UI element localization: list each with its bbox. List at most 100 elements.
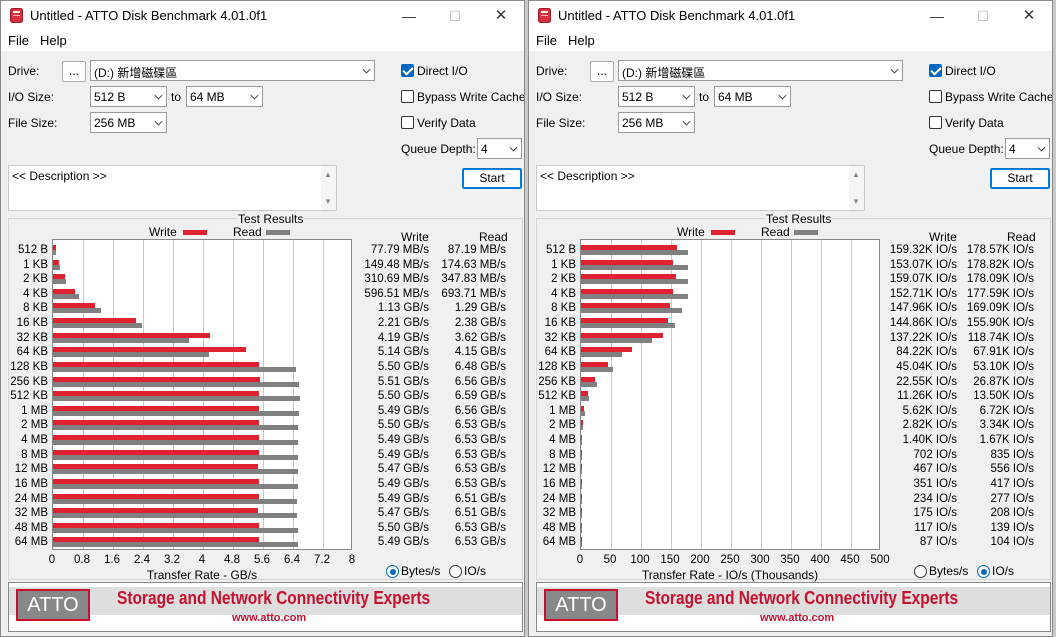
menu-file[interactable]: File [536, 33, 557, 48]
read-bar [581, 542, 582, 548]
bypass-write-cache-label: Bypass Write Cache [945, 90, 1053, 104]
menu-help[interactable]: Help [40, 33, 67, 48]
read-value: 693.71 MB/s [441, 287, 506, 300]
minimize-button[interactable]: — [402, 8, 416, 24]
browse-button[interactable]: ... [590, 61, 614, 82]
x-tick-label: 200 [690, 554, 710, 566]
write-bar [581, 361, 609, 367]
read-bar [581, 352, 622, 358]
transfer-size-label: 8 MB [549, 448, 576, 461]
verify-data-checkbox[interactable] [929, 116, 942, 129]
queue-depth-select[interactable]: 4 [477, 138, 522, 159]
scroll-up-icon: ▲ [852, 170, 860, 179]
start-button[interactable]: Start [462, 168, 522, 189]
chevron-down-icon [509, 143, 518, 152]
write-column-header: Write [929, 230, 957, 244]
direct-io-checkbox[interactable] [929, 64, 942, 77]
file-size-select[interactable]: 256 MB [618, 112, 695, 133]
description-field[interactable]: << Description >> ▲ ▼ [536, 165, 865, 211]
file-size-label: File Size: [536, 116, 586, 130]
direct-io-checkbox[interactable] [401, 64, 414, 77]
bypass-write-cache-checkbox[interactable] [929, 90, 942, 103]
menu-help[interactable]: Help [568, 33, 595, 48]
write-column-header: Write [401, 230, 429, 244]
description-field[interactable]: << Description >> ▲ ▼ [8, 165, 337, 211]
write-value: 159.07K IO/s [889, 273, 957, 286]
read-bar [53, 352, 209, 358]
browse-button[interactable]: ... [62, 61, 86, 82]
transfer-size-label: 1 MB [21, 404, 48, 417]
minimize-button[interactable]: — [930, 8, 944, 24]
menu-file[interactable]: File [8, 33, 29, 48]
io-size-to-select[interactable]: 64 MB [714, 86, 791, 107]
write-value: 153.07K IO/s [889, 258, 957, 271]
read-bar [53, 279, 67, 285]
read-value: 139 IO/s [990, 521, 1034, 534]
bytes-per-second-label: Bytes/s [401, 564, 441, 578]
description-text: << Description >> [12, 169, 107, 183]
write-value: 11.26K IO/s [897, 390, 957, 403]
write-bar [53, 376, 260, 382]
io-size-from-select[interactable]: 512 B [90, 86, 167, 107]
transfer-size-label: 12 MB [14, 463, 48, 476]
transfer-size-label: 512 B [545, 244, 576, 256]
atto-window-left: Untitled - ATTO Disk Benchmark 4.01.0f1 —… [0, 0, 525, 637]
transfer-size-label: 32 KB [544, 331, 576, 344]
read-bar [53, 469, 298, 475]
io-per-second-radio[interactable] [977, 565, 990, 578]
transfer-size-label: 12 MB [542, 463, 576, 476]
read-value: 3.34K IO/s [979, 419, 1034, 432]
transfer-size-label: 16 MB [542, 477, 576, 490]
x-tick-label: 150 [660, 554, 680, 566]
read-value: 6.53 GB/s [454, 463, 506, 476]
io-per-second-radio[interactable] [449, 565, 462, 578]
description-scrollbar[interactable]: ▲ ▼ [321, 166, 336, 210]
write-value: 45.04K IO/s [896, 360, 957, 373]
read-bar [53, 410, 299, 416]
bypass-write-cache-checkbox[interactable] [401, 90, 414, 103]
read-value: 556 IO/s [990, 463, 1034, 476]
write-value: 4.19 GB/s [377, 331, 429, 344]
x-tick-label: 100 [630, 554, 650, 566]
io-size-label: I/O Size: [536, 90, 583, 104]
read-bar [581, 527, 582, 533]
read-column-header: Read [1007, 230, 1036, 244]
write-value: 137.22K IO/s [889, 331, 957, 344]
x-tick-label: 300 [750, 554, 770, 566]
read-value: 155.90K IO/s [966, 317, 1034, 330]
write-bar [53, 259, 59, 265]
io-size-from-select[interactable]: 512 B [618, 86, 695, 107]
read-value: 3.62 GB/s [454, 331, 506, 344]
chevron-down-icon [250, 91, 259, 100]
atto-logo: ATTO [16, 589, 90, 621]
close-button[interactable]: ✕ [494, 7, 508, 24]
drive-select[interactable]: (D:) 新增磁碟區 [618, 60, 903, 81]
verify-data-checkbox[interactable] [401, 116, 414, 129]
read-value: 1.29 GB/s [454, 302, 506, 315]
read-value: 6.48 GB/s [454, 360, 506, 373]
queue-depth-select[interactable]: 4 [1005, 138, 1050, 159]
read-bar [581, 308, 683, 314]
maximize-button[interactable]: ☐ [448, 8, 462, 24]
read-value: 178.57K IO/s [966, 244, 1034, 256]
maximize-button[interactable]: ☐ [976, 8, 990, 24]
file-size-select[interactable]: 256 MB [90, 112, 167, 133]
write-bar [581, 537, 582, 543]
read-bar [53, 498, 298, 504]
read-value: 53.10K IO/s [973, 360, 1034, 373]
bytes-per-second-radio[interactable] [386, 565, 399, 578]
start-button[interactable]: Start [990, 168, 1050, 189]
read-value: 6.53 GB/s [454, 477, 506, 490]
write-value: 5.50 GB/s [377, 419, 429, 432]
x-tick-label: 500 [870, 554, 890, 566]
io-size-to-select[interactable]: 64 MB [186, 86, 263, 107]
read-value: 6.53 GB/s [454, 434, 506, 447]
transfer-size-label: 256 KB [10, 375, 48, 388]
legend-read-swatch [794, 230, 818, 235]
drive-select[interactable]: (D:) 新增磁碟區 [90, 60, 375, 81]
description-scrollbar[interactable]: ▲ ▼ [849, 166, 864, 210]
write-value: 5.49 GB/s [377, 477, 429, 490]
bytes-per-second-radio[interactable] [914, 565, 927, 578]
close-button[interactable]: ✕ [1022, 7, 1036, 24]
read-bar [53, 250, 57, 255]
